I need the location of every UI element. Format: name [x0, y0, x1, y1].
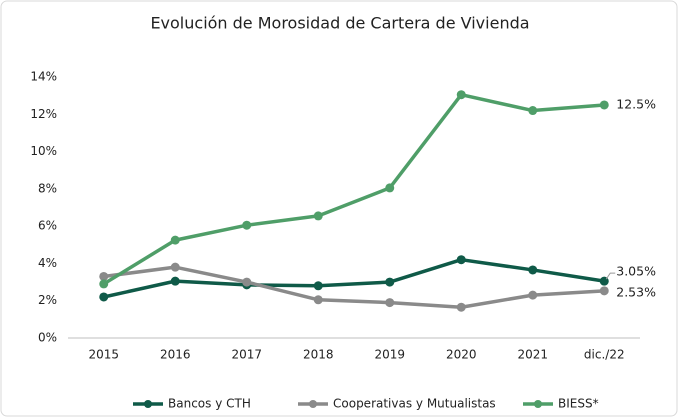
- x-tick-label: 2019: [374, 348, 405, 362]
- data-point: [99, 279, 109, 289]
- y-tick-label: 0%: [38, 331, 57, 345]
- y-tick-label: 6%: [38, 219, 57, 233]
- data-point: [242, 220, 252, 230]
- data-point: [456, 255, 466, 265]
- data-point: [313, 295, 323, 305]
- series-line: [103, 257, 605, 299]
- chart-title: Evolución de Morosidad de Cartera de Viv…: [150, 14, 529, 33]
- data-point: [170, 276, 180, 286]
- data-label: 12.5%: [616, 96, 656, 111]
- data-point: [385, 277, 395, 287]
- legend-marker: [534, 400, 542, 408]
- data-point: [385, 183, 395, 193]
- x-tick-label: 2020: [446, 348, 477, 362]
- data-point: [456, 90, 466, 100]
- data-point: [385, 298, 395, 308]
- data-point: [599, 286, 609, 296]
- x-tick-label: 2016: [160, 348, 191, 362]
- data-point: [170, 262, 180, 272]
- x-tick-label: dic./22: [584, 348, 625, 362]
- data-point: [99, 271, 109, 281]
- x-tick-label: 2021: [517, 348, 548, 362]
- legend-label: BIESS*: [558, 397, 599, 411]
- data-point: [99, 292, 109, 302]
- y-tick-label: 8%: [38, 181, 57, 195]
- x-tick-label: 2017: [231, 348, 262, 362]
- legend-label: Bancos y CTH: [168, 397, 251, 411]
- y-tick-label: 2%: [38, 293, 57, 307]
- x-tick-label: 2015: [88, 348, 119, 362]
- y-tick-label: 10%: [30, 144, 57, 158]
- y-tick-label: 14%: [30, 70, 57, 84]
- x-tick-label: 2018: [303, 348, 334, 362]
- data-point: [313, 281, 323, 291]
- legend-marker: [309, 400, 317, 408]
- data-point: [313, 211, 323, 221]
- data-point: [528, 265, 538, 275]
- legend-label: Cooperativas y Mutualistas: [333, 397, 496, 411]
- legend-marker: [144, 400, 152, 408]
- y-tick-label: 4%: [38, 256, 57, 270]
- data-point: [528, 290, 538, 300]
- data-point: [599, 100, 609, 110]
- data-label: 2.53%: [616, 284, 656, 299]
- data-point: [456, 302, 466, 312]
- data-label: 3.05%: [616, 264, 656, 279]
- y-tick-label: 12%: [30, 107, 57, 121]
- data-point: [242, 277, 252, 287]
- series-line: [103, 265, 605, 309]
- data-point: [170, 235, 180, 245]
- series-line: [102, 92, 605, 286]
- label-leader: [605, 272, 616, 280]
- data-point: [528, 106, 538, 116]
